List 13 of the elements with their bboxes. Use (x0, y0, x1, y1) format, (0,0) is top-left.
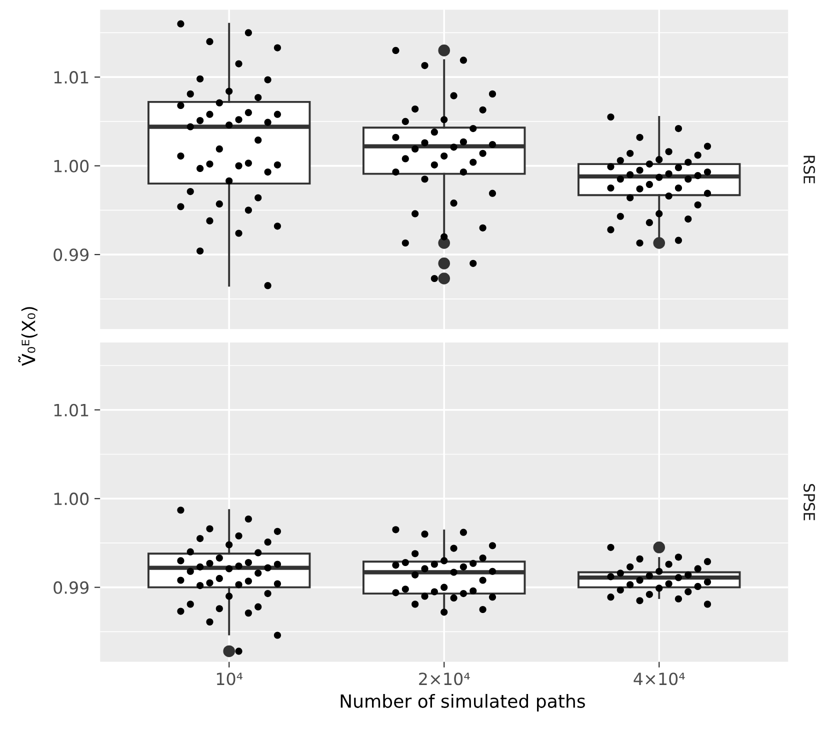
y-tick-label: 1.00 (54, 160, 89, 172)
text: SPSE (803, 484, 816, 520)
y-tick-label: 0.99 (54, 248, 88, 262)
y-tick-label: 1.01 (54, 404, 88, 416)
y-axis-title: Ṽ₀ᴱ(X₀) (18, 307, 38, 366)
x-axis-title: Number of simulated paths (340, 694, 585, 712)
text: RSE (803, 156, 816, 184)
y-tick-label: 1.01 (54, 71, 88, 84)
y-tick-label: 1.00 (54, 492, 89, 506)
x-tick-label: 10⁴ (216, 672, 243, 686)
y-tick-label: 0.99 (54, 581, 88, 594)
x-tick-label: 2×10⁴ (419, 672, 470, 686)
x-tick-label: 4×10⁴ (634, 672, 685, 686)
